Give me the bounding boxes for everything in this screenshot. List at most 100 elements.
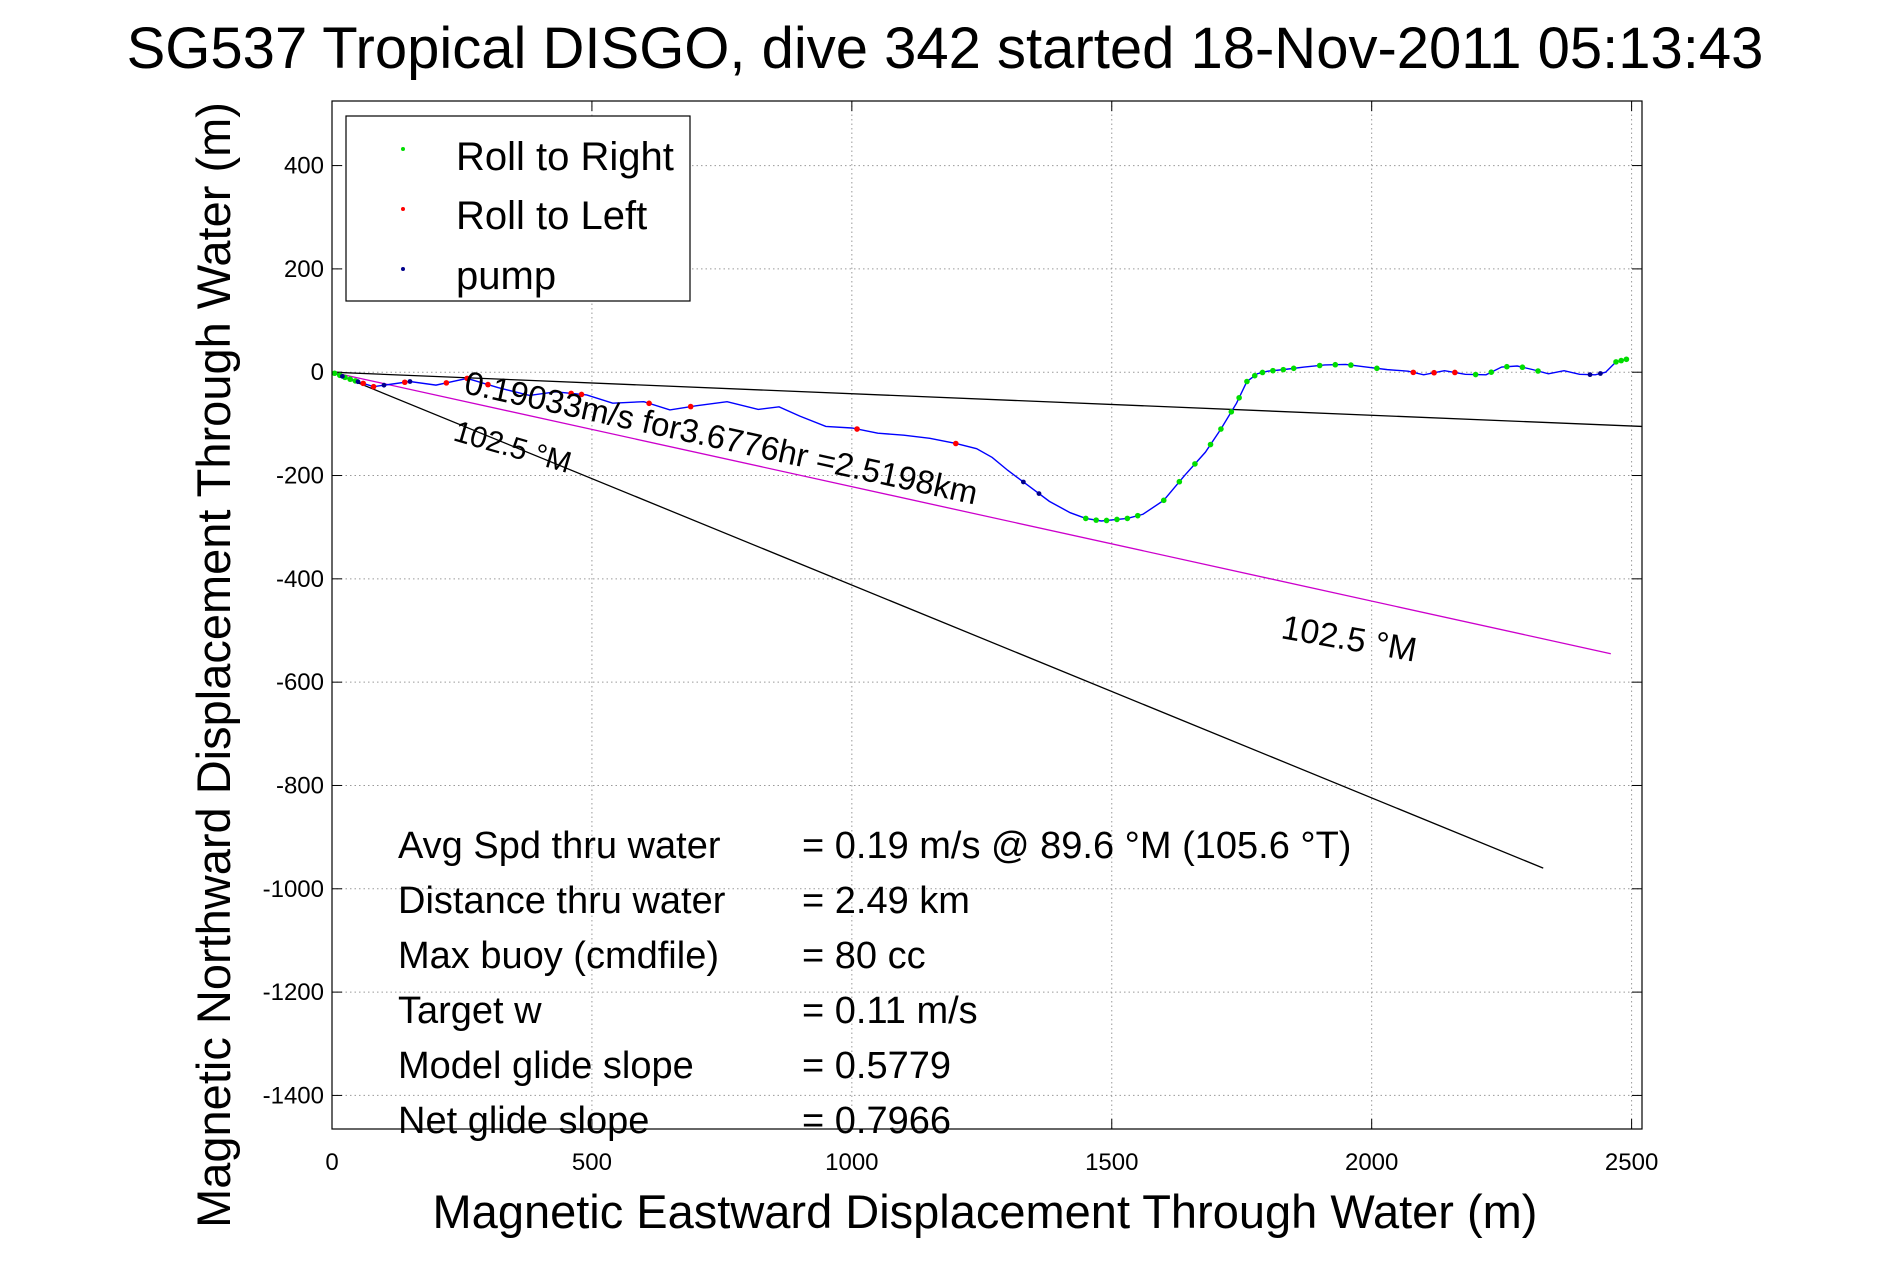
roll-right-point bbox=[1176, 478, 1183, 485]
roll-right-point bbox=[1124, 515, 1131, 522]
roll-right-point bbox=[1160, 497, 1167, 504]
stat-value-net-glide: = 0.7966 bbox=[802, 1100, 951, 1142]
roll-left-point bbox=[646, 400, 652, 407]
roll-right-point bbox=[1270, 367, 1276, 374]
axes-frame bbox=[331, 100, 1643, 1130]
pump-point bbox=[355, 379, 361, 385]
roll-right-point bbox=[1103, 517, 1110, 524]
roll-right-point bbox=[1623, 356, 1630, 363]
roll-right-point bbox=[1244, 378, 1250, 385]
roll-right-point bbox=[1093, 517, 1099, 523]
roll-right-point bbox=[1290, 365, 1297, 372]
roll-right-point bbox=[1472, 371, 1479, 378]
y-tick-label: -400 bbox=[276, 566, 324, 593]
pump-point bbox=[339, 373, 345, 379]
roll-left-point bbox=[464, 375, 470, 382]
legend-label-roll-right: Roll to Right bbox=[456, 135, 674, 179]
roll-right-point bbox=[1114, 516, 1120, 523]
legend-marker-roll-left bbox=[401, 207, 405, 211]
roll-right-point bbox=[1504, 363, 1510, 370]
roll-right-point bbox=[1134, 512, 1141, 519]
stat-label-target-w: Target w bbox=[398, 990, 542, 1032]
stat-value-avg-speed: = 0.19 m/s @ 89.6 °M (105.6 °T) bbox=[802, 825, 1351, 867]
roll-right-point bbox=[1207, 441, 1214, 448]
pump-point bbox=[1020, 479, 1026, 485]
x-tick-label: 1500 bbox=[1085, 1149, 1138, 1176]
x-tick-label: 0 bbox=[325, 1149, 338, 1176]
y-tick-label: -1200 bbox=[263, 979, 324, 1006]
x-axis-label: Magnetic Eastward Displacement Through W… bbox=[433, 1185, 1538, 1238]
stat-label-max-buoy: Max buoy (cmdfile) bbox=[398, 935, 719, 977]
roll-left-point bbox=[485, 381, 491, 388]
roll-right-point bbox=[1613, 359, 1619, 365]
x-tick-label: 1000 bbox=[825, 1149, 878, 1176]
y-tick-label: 400 bbox=[284, 153, 324, 180]
stat-label-net-glide: Net glide slope bbox=[398, 1100, 649, 1142]
roll-right-point bbox=[1259, 369, 1266, 376]
roll-left-point bbox=[370, 383, 377, 390]
roll-right-point bbox=[1535, 368, 1541, 374]
roll-right-point bbox=[1280, 366, 1287, 373]
legend-label-roll-left: Roll to Left bbox=[456, 194, 647, 238]
roll-right-point bbox=[1236, 394, 1242, 401]
stats-block: Avg Spd thru water = 0.19 m/s @ 89.6 °M … bbox=[398, 825, 1351, 1142]
legend: Roll to Right Roll to Left pump bbox=[345, 115, 691, 302]
y-tick-label: -1400 bbox=[263, 1082, 324, 1109]
y-tick-label: -800 bbox=[276, 772, 324, 799]
y-tick-label: -600 bbox=[276, 669, 324, 696]
x-tick-label: 500 bbox=[572, 1149, 612, 1176]
stat-value-model-glide: = 0.5779 bbox=[802, 1045, 951, 1087]
roll-left-point bbox=[578, 391, 585, 398]
stat-label-avg-speed: Avg Spd thru water bbox=[398, 825, 721, 867]
legend-marker-roll-right bbox=[401, 147, 405, 151]
roll-left-point bbox=[443, 380, 450, 386]
y-tick-label: 200 bbox=[284, 256, 324, 283]
roll-right-point bbox=[1519, 364, 1526, 371]
pump-point bbox=[1036, 491, 1042, 497]
upper-heading-line bbox=[331, 371, 1643, 428]
chart-title: SG537 Tropical DISGO, dive 342 started 1… bbox=[127, 16, 1764, 81]
stat-label-model-glide: Model glide slope bbox=[398, 1045, 694, 1087]
pump-point bbox=[407, 379, 413, 384]
roll-left-point bbox=[568, 390, 574, 397]
stat-value-max-buoy: = 80 cc bbox=[802, 935, 926, 977]
stat-value-target-w: = 0.11 m/s bbox=[802, 990, 978, 1032]
pump-point bbox=[1598, 371, 1603, 376]
y-tick-label: 0 bbox=[311, 359, 324, 386]
roll-pump-markers bbox=[331, 356, 1630, 524]
pump-point bbox=[1587, 372, 1593, 378]
y-tick-label: -1000 bbox=[263, 876, 324, 903]
reference-lines bbox=[331, 371, 1643, 869]
roll-left-point bbox=[1452, 369, 1458, 376]
heading-line bbox=[331, 371, 1544, 869]
roll-right-point bbox=[1332, 361, 1339, 368]
roll-left-point bbox=[1410, 369, 1417, 376]
x-tick-label: 2500 bbox=[1605, 1149, 1658, 1176]
roll-left-point bbox=[401, 379, 408, 386]
x-tick-label: 2000 bbox=[1345, 1149, 1398, 1176]
roll-right-point bbox=[1348, 362, 1354, 368]
course-line bbox=[331, 371, 1611, 655]
roll-right-point bbox=[1228, 409, 1235, 415]
roll-right-point bbox=[1618, 357, 1625, 364]
stat-value-distance: = 2.49 km bbox=[802, 880, 970, 922]
y-tick-label: -200 bbox=[276, 463, 324, 490]
legend-marker-pump bbox=[401, 267, 405, 271]
roll-right-point bbox=[1488, 369, 1495, 376]
pump-point bbox=[381, 382, 387, 388]
stat-label-distance: Distance thru water bbox=[398, 880, 726, 922]
roll-right-point bbox=[1374, 365, 1380, 372]
roll-left-point bbox=[854, 426, 860, 432]
roll-left-point bbox=[687, 403, 694, 410]
tick-labels: 0 500 1000 1500 2000 2500-1400-1200-1000-800-… bbox=[263, 101, 1658, 1176]
legend-label-pump: pump bbox=[456, 254, 556, 298]
roll-right-point bbox=[1082, 515, 1089, 522]
roll-left-point bbox=[953, 440, 959, 447]
roll-left-point bbox=[1431, 369, 1437, 376]
y-axis-label: Magnetic Northward Displacement Through … bbox=[187, 102, 240, 1228]
roll-right-point bbox=[347, 376, 353, 383]
roll-left-point bbox=[360, 380, 366, 387]
roll-right-point bbox=[331, 370, 338, 377]
roll-right-point bbox=[1192, 461, 1198, 467]
